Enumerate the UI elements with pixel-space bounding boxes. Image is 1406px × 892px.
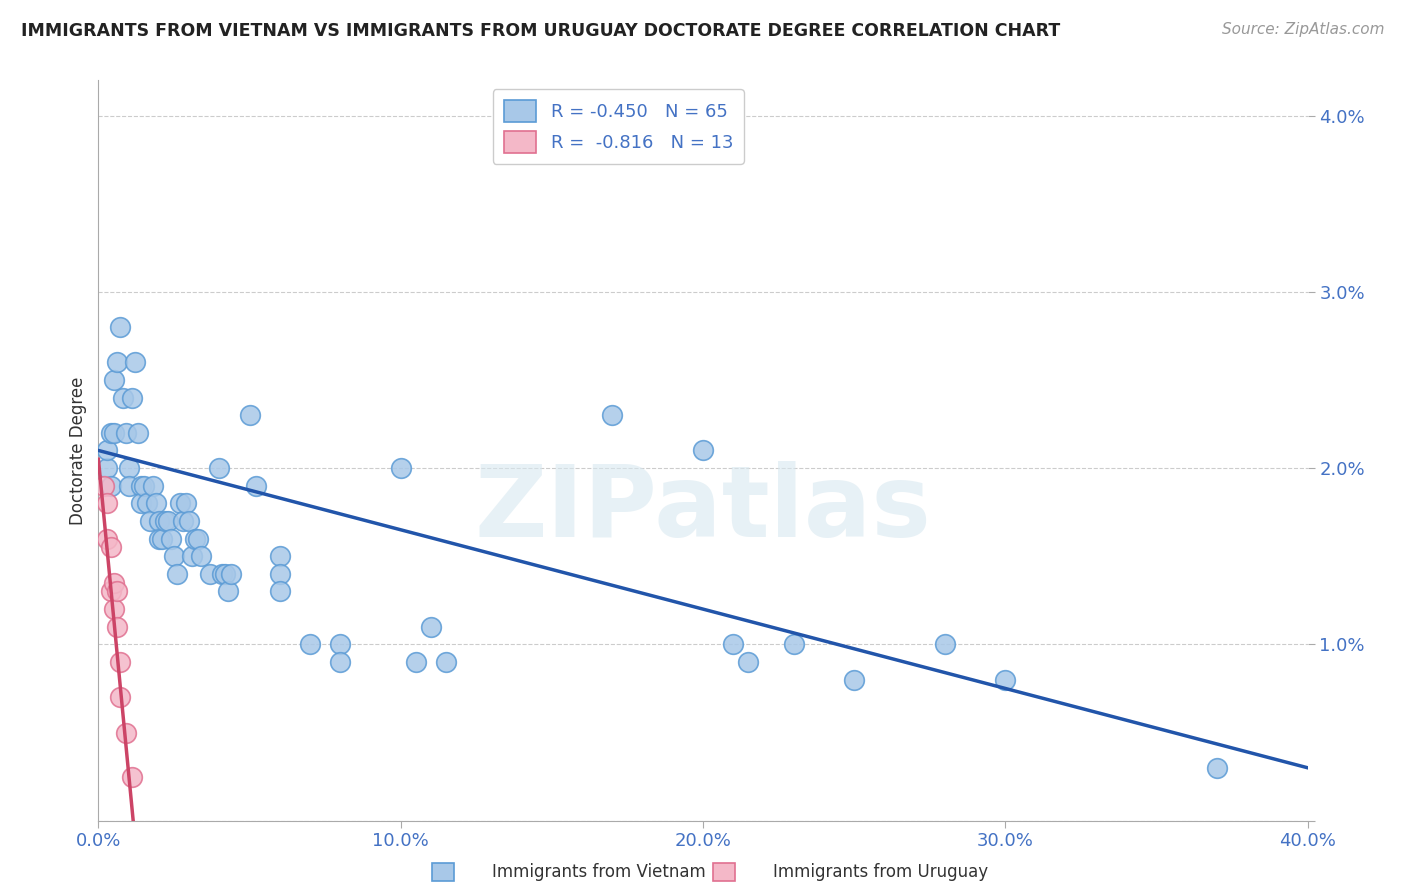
- Point: [166, 566, 188, 581]
- Point: [105, 620, 128, 634]
- Point: [103, 602, 125, 616]
- Point: [269, 566, 291, 581]
- Point: [148, 514, 170, 528]
- Point: [139, 514, 162, 528]
- Point: [299, 637, 322, 651]
- Point: [160, 532, 183, 546]
- Point: [269, 584, 291, 599]
- Point: [211, 566, 233, 581]
- Y-axis label: Doctorate Degree: Doctorate Degree: [69, 376, 87, 524]
- Point: [181, 549, 204, 564]
- Point: [132, 479, 155, 493]
- Point: [103, 575, 125, 590]
- Point: [96, 496, 118, 510]
- Point: [602, 408, 624, 422]
- Point: [124, 355, 146, 369]
- Point: [129, 479, 152, 493]
- Point: [221, 566, 243, 581]
- Text: Immigrants from Vietnam: Immigrants from Vietnam: [492, 863, 706, 881]
- Point: [163, 549, 186, 564]
- Point: [156, 514, 179, 528]
- Point: [184, 532, 207, 546]
- Point: [783, 637, 806, 651]
- Point: [100, 541, 122, 555]
- Point: [103, 373, 125, 387]
- Point: [108, 655, 131, 669]
- Point: [111, 391, 134, 405]
- Point: [187, 532, 209, 546]
- Point: [169, 496, 191, 510]
- Point: [179, 514, 201, 528]
- Point: [174, 496, 197, 510]
- Point: [1206, 761, 1229, 775]
- Point: [100, 584, 122, 599]
- Text: Immigrants from Uruguay: Immigrants from Uruguay: [773, 863, 988, 881]
- Text: IMMIGRANTS FROM VIETNAM VS IMMIGRANTS FROM URUGUAY DOCTORATE DEGREE CORRELATION : IMMIGRANTS FROM VIETNAM VS IMMIGRANTS FR…: [21, 22, 1060, 40]
- Bar: [713, 863, 735, 881]
- Point: [737, 655, 759, 669]
- Point: [844, 673, 866, 687]
- Point: [100, 425, 122, 440]
- Legend: R = -0.450   N = 65, R =  -0.816   N = 13: R = -0.450 N = 65, R = -0.816 N = 13: [494, 89, 744, 164]
- Point: [121, 391, 143, 405]
- Point: [93, 479, 115, 493]
- Point: [208, 461, 231, 475]
- Point: [121, 770, 143, 784]
- Text: Source: ZipAtlas.com: Source: ZipAtlas.com: [1222, 22, 1385, 37]
- Point: [96, 461, 118, 475]
- Point: [105, 355, 128, 369]
- Point: [245, 479, 267, 493]
- Point: [148, 532, 170, 546]
- Point: [135, 496, 157, 510]
- Point: [217, 584, 239, 599]
- Point: [994, 673, 1017, 687]
- Point: [100, 479, 122, 493]
- Point: [329, 637, 352, 651]
- Point: [692, 443, 714, 458]
- Point: [434, 655, 457, 669]
- Point: [108, 690, 131, 705]
- Point: [118, 461, 141, 475]
- Point: [190, 549, 212, 564]
- Point: [269, 549, 291, 564]
- Point: [96, 443, 118, 458]
- Point: [145, 496, 167, 510]
- Point: [239, 408, 262, 422]
- Point: [329, 655, 352, 669]
- Point: [389, 461, 412, 475]
- Point: [214, 566, 236, 581]
- Point: [153, 514, 176, 528]
- Point: [118, 479, 141, 493]
- Point: [127, 425, 149, 440]
- Point: [108, 320, 131, 334]
- Point: [200, 566, 222, 581]
- Point: [172, 514, 194, 528]
- Point: [96, 532, 118, 546]
- Point: [114, 425, 136, 440]
- Point: [129, 496, 152, 510]
- Point: [105, 584, 128, 599]
- Point: [934, 637, 956, 651]
- Point: [114, 725, 136, 739]
- Point: [420, 620, 443, 634]
- Point: [723, 637, 745, 651]
- Point: [142, 479, 165, 493]
- Bar: [432, 863, 454, 881]
- Point: [405, 655, 427, 669]
- Point: [103, 425, 125, 440]
- Point: [150, 532, 173, 546]
- Text: ZIPatlas: ZIPatlas: [475, 461, 931, 558]
